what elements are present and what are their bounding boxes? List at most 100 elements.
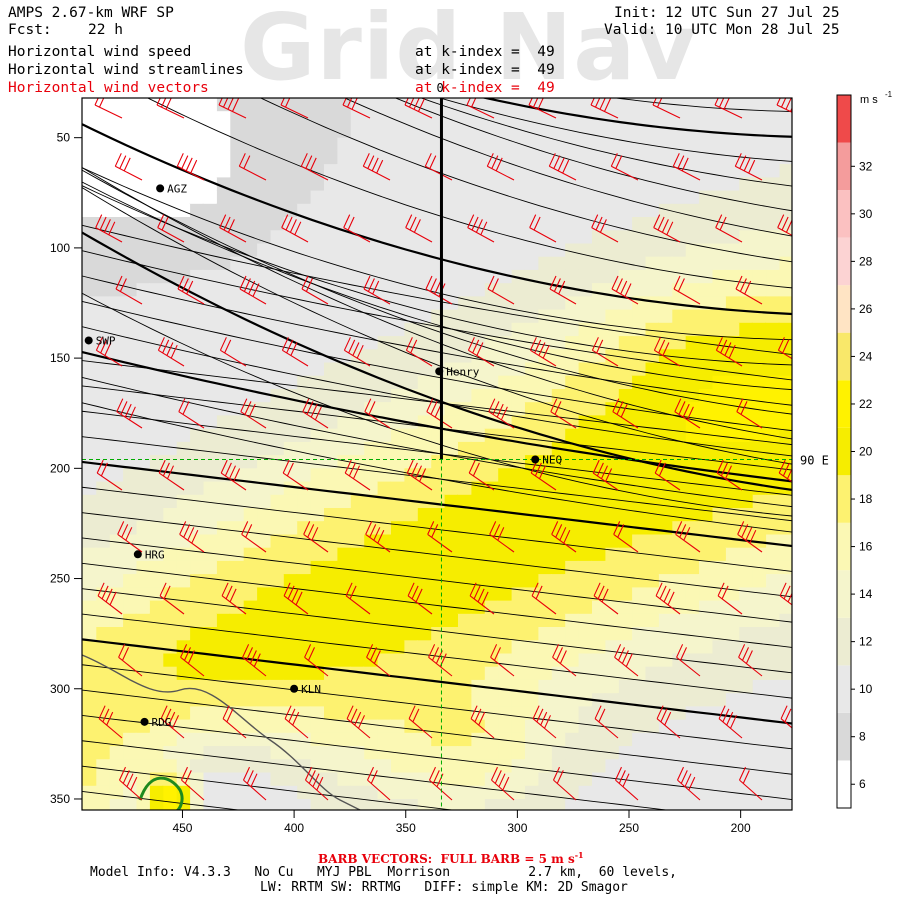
x-tick-label: 450 [172, 821, 192, 835]
speed-cell [725, 719, 740, 734]
speed-cell [162, 574, 177, 589]
speed-cell [149, 679, 164, 694]
speed-cell [403, 534, 418, 549]
speed-cell [765, 521, 780, 536]
speed-cell [363, 706, 378, 721]
wind-barb [780, 705, 792, 729]
speed-cell [202, 666, 217, 681]
speed-cell [564, 468, 579, 483]
speed-cell [296, 746, 311, 761]
speed-cell [765, 203, 780, 218]
speed-cell [738, 124, 753, 139]
speed-cell [483, 256, 499, 271]
speed-cell [537, 415, 552, 430]
speed-cell [349, 574, 365, 589]
speed-cell [577, 269, 592, 284]
speed-cell [430, 679, 445, 694]
speed-cell [336, 547, 351, 562]
speed-cell [684, 150, 700, 165]
speed-cell [738, 137, 753, 152]
speed-cell [738, 455, 753, 470]
speed-cell [738, 203, 753, 218]
field-streamlines-level: at k-index = 49 [415, 62, 555, 78]
speed-cell [550, 243, 566, 258]
speed-cell [577, 746, 592, 761]
speed-cell [416, 309, 432, 324]
speed-cell [349, 679, 365, 694]
speed-cell [135, 98, 150, 113]
speed-cell [162, 283, 177, 298]
speed-cell [698, 203, 713, 218]
y-tick-label: 200 [50, 461, 70, 475]
speed-cell [189, 666, 204, 681]
speed-cell [216, 679, 231, 694]
speed-cell [336, 508, 351, 523]
speed-cell [162, 759, 177, 774]
speed-cell [778, 389, 792, 404]
speed-cell [510, 706, 525, 721]
speed-cell [778, 732, 792, 747]
speed-cell [309, 322, 324, 337]
speed-cell [416, 613, 432, 628]
speed-cell [577, 587, 592, 602]
speed-cell [189, 269, 204, 284]
speed-cell [778, 441, 792, 456]
speed-cell [363, 296, 378, 311]
speed-cell [698, 653, 713, 668]
speed-cell [390, 177, 405, 192]
speed-cell [604, 336, 619, 351]
speed-cell [82, 534, 97, 549]
speed-cell [175, 177, 191, 192]
speed-cell [349, 666, 365, 681]
speed-cell [644, 759, 659, 774]
speed-cell [443, 706, 458, 721]
speed-cell [751, 203, 767, 218]
colorbar-band [837, 285, 851, 333]
speed-cell [242, 111, 258, 126]
speed-cell [269, 269, 284, 284]
speed-cell [416, 402, 432, 417]
speed-cell [82, 613, 97, 628]
speed-cell [202, 627, 217, 642]
speed-cell [95, 296, 110, 311]
speed-cell [564, 679, 579, 694]
speed-cell [349, 746, 365, 761]
speed-cell [189, 243, 204, 258]
speed-cell [269, 732, 284, 747]
speed-cell [202, 574, 217, 589]
speed-cell [550, 534, 566, 549]
speed-cell [738, 336, 753, 351]
speed-cell [108, 296, 124, 311]
speed-cell [658, 640, 673, 655]
speed-cell [175, 243, 191, 258]
speed-cell [483, 296, 499, 311]
speed-cell [122, 177, 137, 192]
speed-cell [591, 269, 606, 284]
speed-cell [363, 137, 378, 152]
speed-cell [162, 732, 177, 747]
speed-cell [765, 613, 780, 628]
speed-cell [323, 521, 338, 536]
speed-cell [135, 666, 150, 681]
speed-cell [617, 746, 633, 761]
terrain-contour [138, 776, 184, 810]
speed-cell [95, 441, 110, 456]
colorbar-band [837, 617, 851, 666]
speed-cell [778, 283, 792, 298]
speed-cell [524, 746, 539, 761]
speed-cell [149, 322, 164, 337]
speed-cell [671, 746, 686, 761]
speed-cell [202, 534, 217, 549]
speed-cell [175, 150, 191, 165]
speed-cell [269, 296, 284, 311]
wind-barb [283, 582, 309, 615]
speed-cell [269, 587, 284, 602]
speed-cell [242, 759, 258, 774]
speed-cell [202, 468, 217, 483]
speed-cell [711, 719, 726, 734]
speed-cell [564, 124, 579, 139]
speed-cell [591, 534, 606, 549]
speed-cell [725, 732, 740, 747]
speed-cell [510, 150, 525, 165]
speed-cell [711, 679, 726, 694]
